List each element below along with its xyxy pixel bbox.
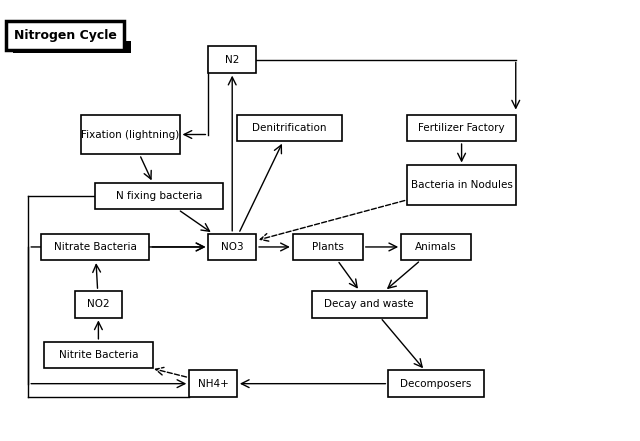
Bar bbox=[388, 370, 484, 397]
Text: Denitrification: Denitrification bbox=[252, 123, 327, 133]
Text: Decay and waste: Decay and waste bbox=[324, 299, 414, 309]
Bar bbox=[81, 115, 180, 154]
Text: NO2: NO2 bbox=[87, 299, 109, 309]
Bar bbox=[44, 342, 152, 368]
Text: Fertilizer Factory: Fertilizer Factory bbox=[419, 123, 505, 133]
Text: Decomposers: Decomposers bbox=[401, 379, 472, 389]
Bar bbox=[237, 115, 342, 141]
Bar bbox=[408, 165, 516, 205]
Bar bbox=[401, 234, 471, 260]
Text: N fixing bacteria: N fixing bacteria bbox=[116, 191, 202, 201]
Bar bbox=[408, 115, 516, 141]
Text: NO3: NO3 bbox=[221, 242, 244, 252]
Bar bbox=[95, 183, 223, 209]
Text: N2: N2 bbox=[225, 55, 239, 64]
Bar bbox=[208, 234, 256, 260]
Bar bbox=[292, 234, 363, 260]
Bar bbox=[74, 291, 122, 318]
Bar bbox=[13, 41, 131, 53]
Text: Nitrogen Cycle: Nitrogen Cycle bbox=[14, 29, 116, 42]
Bar bbox=[312, 291, 426, 318]
Text: Plants: Plants bbox=[312, 242, 344, 252]
Bar bbox=[6, 21, 124, 49]
Text: NH4+: NH4+ bbox=[198, 379, 228, 389]
Bar bbox=[41, 234, 149, 260]
Text: Nitrate Bacteria: Nitrate Bacteria bbox=[54, 242, 137, 252]
Text: Bacteria in Nodules: Bacteria in Nodules bbox=[411, 180, 513, 190]
Bar bbox=[208, 46, 256, 73]
Text: Fixation (lightning): Fixation (lightning) bbox=[81, 130, 179, 139]
Text: Animals: Animals bbox=[415, 242, 457, 252]
Text: Nitrite Bacteria: Nitrite Bacteria bbox=[59, 350, 138, 360]
Bar bbox=[189, 370, 237, 397]
